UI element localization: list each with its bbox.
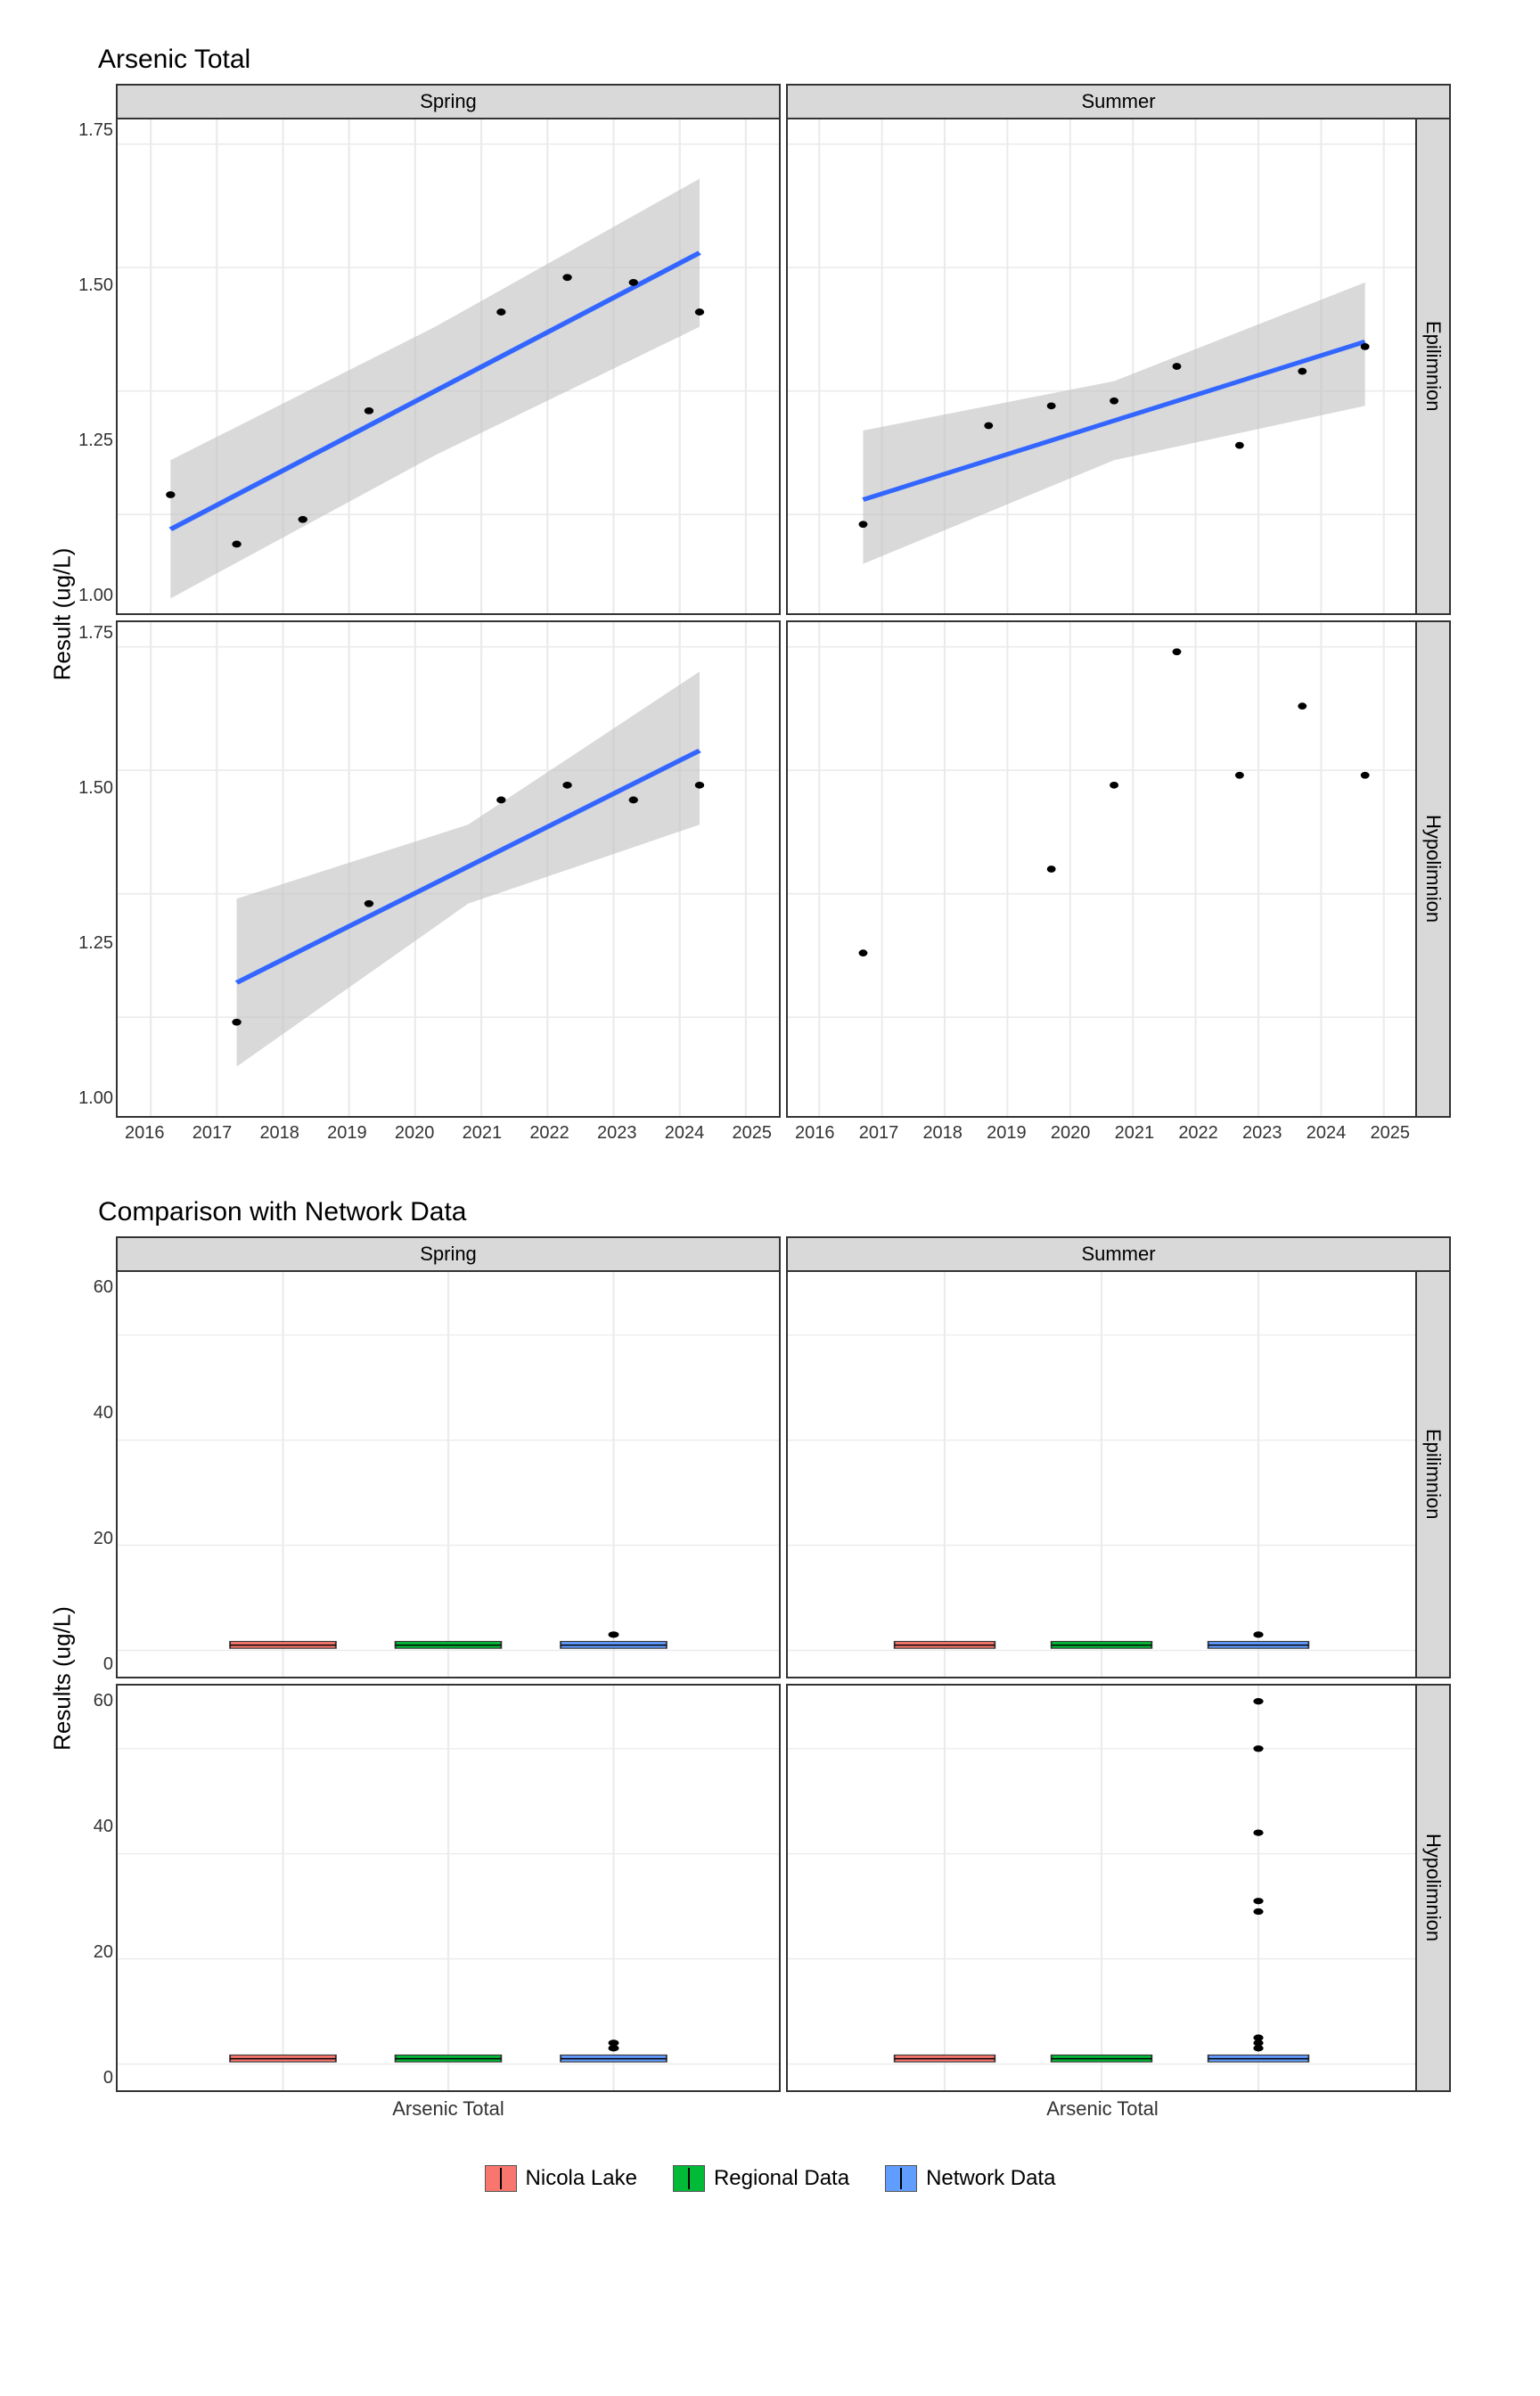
chart2-grid: Spring 60 40 20 0 Summer Epilimnion 60 <box>116 1236 1451 2092</box>
legend-regional: Regional Data <box>673 2165 849 2192</box>
chart2-title: Comparison with Network Data <box>98 1197 1487 1227</box>
chart2-xcat-left: Arsenic Total <box>116 2097 781 2121</box>
box-spring-hypo: 60 40 20 0 <box>116 1684 781 2092</box>
box-summer-epi: Summer Epilimnion <box>786 1236 1451 1678</box>
legend-network: Network Data <box>885 2165 1055 2192</box>
chart1-xticks-right: 2016201720182019202020212022202320242025 <box>786 1118 1451 1144</box>
chart2-xcat-right: Arsenic Total <box>786 2097 1451 2121</box>
legend-nicola: Nicola Lake <box>485 2165 637 2192</box>
panel-spring-hypo: 1.75 1.50 1.25 1.00 <box>116 620 781 1118</box>
chart1-title: Arsenic Total <box>98 45 1487 75</box>
strip-epi: Epilimnion <box>1415 119 1449 613</box>
box-spring-epi: Spring 60 40 20 0 <box>116 1236 781 1678</box>
chart1-xticks-left: 2016201720182019202020212022202320242025 <box>116 1118 781 1144</box>
chart1-grid: Spring 1.75 1.50 1.25 1.00 Summer Epilim… <box>116 84 1451 1118</box>
strip-hypo: Hypolimnion <box>1415 622 1449 1116</box>
panel-summer-hypo: Hypolimnion <box>786 620 1451 1118</box>
legend-swatch-regional <box>673 2165 705 2192</box>
box-summer-hypo: Hypolimnion <box>786 1684 1451 2092</box>
panel-summer-epi: Summer Epilimnion <box>786 84 1451 615</box>
panel-spring-epi: Spring 1.75 1.50 1.25 1.00 <box>116 84 781 615</box>
strip-summer: Summer <box>788 86 1449 119</box>
legend: Nicola Lake Regional Data Network Data <box>53 2165 1487 2192</box>
strip-spring: Spring <box>118 86 779 119</box>
legend-swatch-network <box>885 2165 917 2192</box>
legend-swatch-nicola <box>485 2165 517 2192</box>
